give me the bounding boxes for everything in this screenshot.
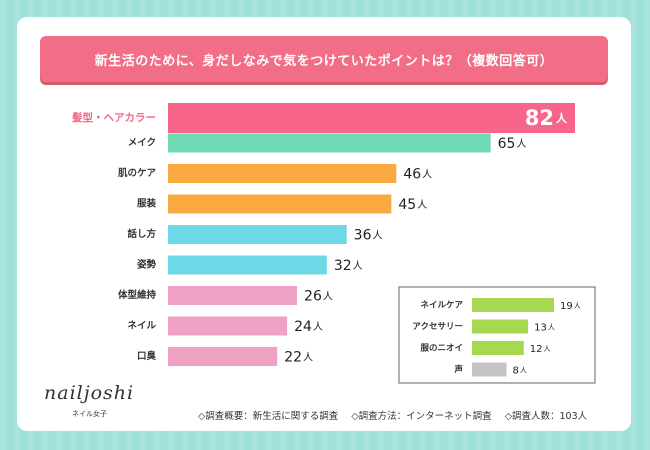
bar-5 [168, 255, 327, 275]
survey-method: ◇調査方法：インターネット調査 [351, 411, 492, 422]
inset-value-label-0: 19人 [560, 301, 581, 312]
category-label-8: 口臭 [137, 350, 157, 362]
inset-value-label-1: 13人 [534, 323, 555, 334]
inset-category-label-1: アクセサリー [412, 321, 463, 332]
category-label-0: 髪型・ヘアカラー [71, 111, 156, 124]
value-label-3: 45人 [398, 197, 427, 213]
survey-footer: ◇調査概要：新生活に関する調査 ◇調査方法：インターネット調査 ◇調査人数：10… [198, 408, 597, 422]
bar-0 [168, 103, 575, 133]
survey-count: ◇調査人数：103人 [504, 411, 588, 422]
inset-category-label-0: ネイルケア [420, 300, 463, 311]
inset-category-label-2: 服のニオイ [420, 344, 463, 354]
bar-2 [168, 164, 397, 183]
category-label-7: ネイル [127, 321, 156, 332]
value-label-6: 26人 [304, 289, 333, 305]
brand-logo-subtitle: ネイル女子 [72, 410, 107, 418]
value-label-4: 36人 [354, 228, 383, 244]
category-label-1: メイク [128, 138, 156, 149]
bar-6 [168, 286, 298, 305]
category-label-3: 服装 [137, 198, 157, 210]
inset-category-label-3: 声 [453, 364, 463, 375]
value-label-7: 24人 [294, 319, 323, 335]
inset-bar-1 [472, 319, 529, 334]
inset-bar-2 [472, 341, 524, 355]
value-label-5: 32人 [334, 258, 363, 274]
value-label-8: 22人 [284, 350, 313, 366]
inset-value-label-2: 12人 [530, 344, 551, 355]
value-label-0: 82 人 [525, 106, 568, 130]
chart-title: 新生活のために、身だしなみで気をつけていたポイントは？（複数回答可） [40, 36, 608, 82]
category-label-5: 姿勢 [137, 259, 157, 271]
value-label-2: 46人 [403, 167, 432, 183]
category-label-4: 話し方 [127, 228, 156, 240]
inset-bar-0 [472, 298, 554, 312]
value-label-1: 65人 [498, 136, 527, 152]
bar-1 [168, 133, 491, 153]
brand-logo: nailjoshi [44, 382, 135, 404]
bar-7 [168, 316, 288, 336]
survey-summary: ◇調査概要：新生活に関する調査 [198, 411, 339, 422]
category-label-6: 体型維持 [118, 289, 157, 301]
inset-bar-3 [472, 362, 507, 377]
inset-value-label-3: 8人 [513, 366, 527, 377]
bar-8 [168, 347, 278, 366]
category-label-2: 肌のケア [117, 168, 157, 179]
bar-4 [168, 225, 347, 244]
bar-3 [168, 194, 392, 214]
